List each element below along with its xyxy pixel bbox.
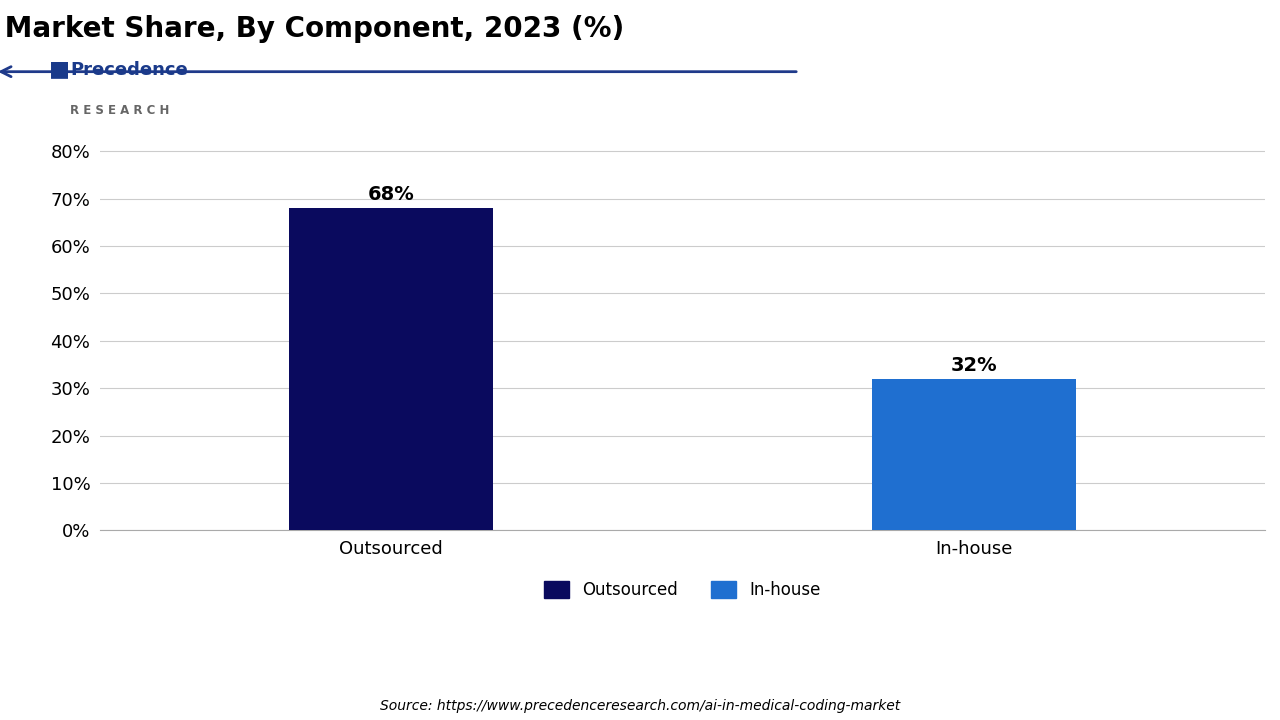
Text: 68%: 68% — [367, 185, 415, 204]
Text: AI In Medical Coding Market Share, By Component, 2023 (%): AI In Medical Coding Market Share, By Co… — [0, 15, 625, 43]
Bar — [872, 379, 1075, 531]
Text: R E S E A R C H: R E S E A R C H — [70, 104, 170, 117]
Text: 32%: 32% — [951, 356, 997, 375]
Text: Precedence: Precedence — [70, 61, 188, 79]
Text: ■: ■ — [49, 59, 69, 79]
Legend: Outsourced, In-house: Outsourced, In-house — [538, 574, 828, 606]
Bar — [289, 208, 493, 531]
Text: Source: https://www.precedenceresearch.com/ai-in-medical-coding-market: Source: https://www.precedenceresearch.c… — [380, 699, 900, 713]
